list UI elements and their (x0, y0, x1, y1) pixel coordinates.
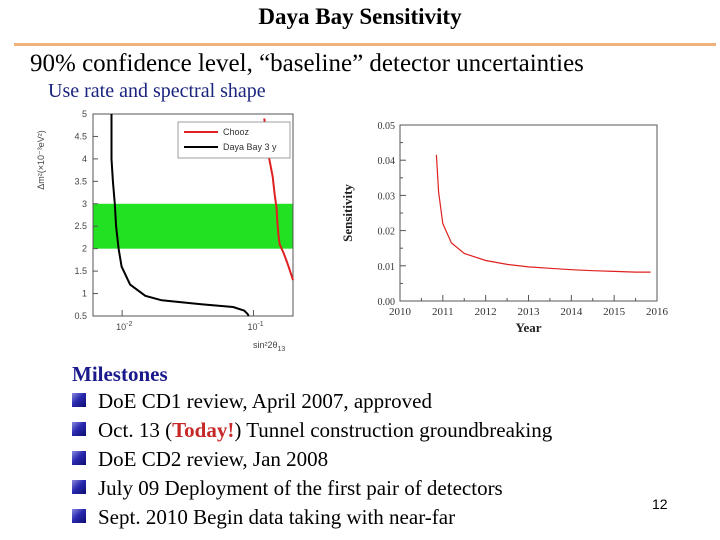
y-tick-label: 4 (82, 154, 87, 164)
title-underline (14, 43, 716, 46)
slide-title: Daya Bay Sensitivity (258, 4, 462, 29)
milestone-text: DoE CD2 review, Jan 2008 (98, 447, 329, 471)
milestone-text-before: Oct. 13 ( (98, 418, 173, 442)
square-bullet-icon (72, 422, 86, 436)
allowed-region-band (93, 203, 293, 249)
analysis-note: Use rate and spectral shape (48, 80, 266, 102)
sensitivity-chart: 0.00 0.01 0.02 0.03 0.04 0.05 2010 2011 2012 2013… (340, 121, 669, 335)
milestone-text: July 09 Deployment of the first pair of … (98, 476, 503, 500)
milestone-text: DoE CD1 review, April 2007, approved (98, 389, 432, 413)
legend: Chooz Daya Bay 3 y (177, 121, 291, 159)
y-tick-label: 0.04 (378, 156, 396, 167)
x-tick-label: 2011 (432, 306, 454, 318)
y-tick-label: 1 (82, 289, 87, 299)
slide-subtitle: 90% confidence level, “baseline” detecto… (30, 50, 584, 77)
x-tick-label: 2016 (646, 306, 669, 318)
sensitivity-curve (435, 154, 651, 273)
legend-label: Chooz (223, 127, 250, 137)
y-tick-label: 0.5 (74, 311, 87, 321)
x-tick-label: 10-2 (116, 321, 132, 332)
plot-frame (92, 113, 294, 317)
y-tick-label: 4.5 (74, 131, 87, 141)
contour-chart: 0.5 1 1.5 2 2.5 3 3.5 4 4.5 5 10-2 10-1 sin²2θ13 Δm²(… (36, 109, 294, 353)
milestone-text: Sept. 2010 Begin data taking with near-f… (98, 505, 456, 529)
y-tick-label: 0.03 (378, 191, 396, 202)
milestones-list: Milestones DoE CD1 review, April 2007, a… (72, 362, 552, 534)
square-bullet-icon (72, 451, 86, 465)
milestones-heading: Milestones (72, 362, 168, 386)
legend-box (177, 121, 291, 159)
y-tick-label: 3 (82, 199, 87, 209)
x-tick-label: 2015 (603, 306, 626, 318)
y-tick-label: 3.5 (74, 176, 87, 186)
milestone-text-after: ) Tunnel construction groundbreaking (234, 418, 553, 442)
milestone-item: DoE CD1 review, April 2007, approved (72, 389, 552, 418)
square-bullet-icon (72, 480, 86, 494)
y-axis-label: Δm²(×10⁻³eV²) (36, 130, 46, 190)
x-axis-label: sin²2θ13 (253, 340, 285, 353)
y-tick-label: 2.5 (74, 221, 87, 231)
y-tick-label: 0.01 (378, 262, 396, 273)
today-highlight: Today! (172, 418, 235, 442)
milestone-item: July 09 Deployment of the first pair of … (72, 476, 552, 505)
y-tick-label: 5 (82, 109, 87, 119)
milestone-item: Oct. 13 (Today!) Tunnel construction gro… (72, 418, 552, 447)
page-number: 12 (652, 496, 668, 512)
square-bullet-icon (72, 393, 86, 407)
legend-label: Daya Bay 3 y (223, 142, 277, 152)
x-tick-label: 2014 (560, 306, 583, 318)
x-tick-label: 10-1 (247, 321, 263, 332)
x-axis-label: Year (516, 320, 542, 335)
y-tick-label: 2 (82, 244, 87, 254)
milestone-item: Sept. 2010 Begin data taking with near-f… (72, 505, 552, 534)
y-tick-label: 0.05 (378, 121, 396, 132)
y-axis-label: Sensitivity (340, 184, 355, 242)
x-tick-label: 2010 (389, 306, 412, 318)
y-tick-label: 0.02 (378, 227, 396, 238)
x-tick-label: 2013 (518, 306, 541, 318)
plot-frame (399, 124, 658, 302)
y-tick-label: 0.00 (378, 297, 396, 308)
y-tick-label: 1.5 (74, 266, 87, 276)
square-bullet-icon (72, 509, 86, 523)
milestone-item: DoE CD2 review, Jan 2008 (72, 447, 552, 476)
x-tick-label: 2012 (475, 306, 497, 318)
dayabay-curve (110, 114, 250, 317)
